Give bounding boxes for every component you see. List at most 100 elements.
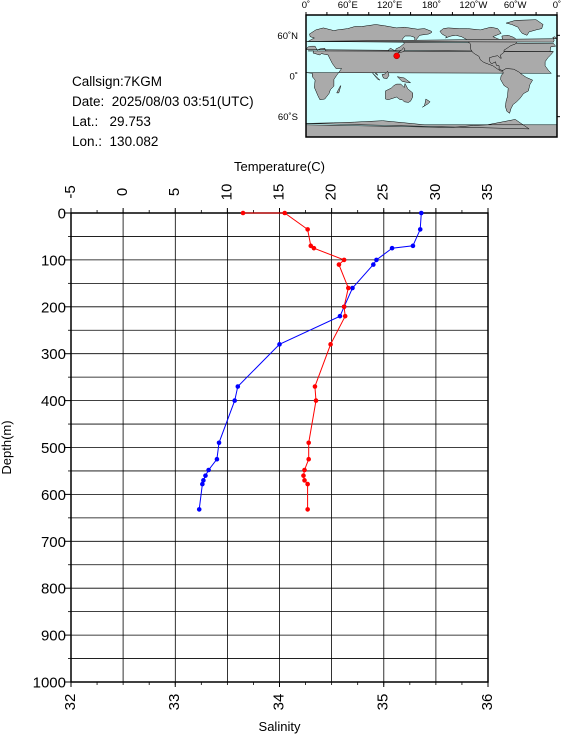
salinity-data-point: [341, 257, 347, 263]
map-landmass: [372, 72, 381, 81]
temperature-tick-label: 30: [427, 184, 444, 201]
salinity-tick-label: 33: [166, 694, 183, 711]
temperature-profile-line: [198, 212, 422, 510]
map-landmass: [422, 98, 431, 108]
map-lat-label: 60˚N: [277, 31, 298, 42]
depth-tick-label: 900: [41, 628, 66, 645]
world-map: 0˚ 60˚E 120˚E 180˚ 120˚W 60˚W 0˚ 60˚N 0˚ 60˚S: [277, 0, 561, 138]
salinity-data-point: [308, 243, 314, 249]
temperature-data-point: [389, 245, 395, 251]
date-label: Date:: [72, 94, 105, 109]
depth-tick-label: 800: [41, 581, 66, 598]
salinity-data-point: [313, 398, 319, 403]
salinity-profile-line: [243, 212, 349, 510]
temperature-data-point: [200, 481, 205, 487]
map-landmass: [305, 50, 555, 100]
salinity-data-point: [305, 227, 310, 232]
salinity-data-point: [306, 440, 311, 446]
depth-tick-label: 1000: [33, 675, 66, 692]
map-landmass: [505, 19, 544, 36]
callsign-value: 7KGM: [123, 74, 163, 89]
map-lon-label: 0˚: [553, 0, 561, 11]
depth-tick-label: 200: [41, 299, 66, 316]
temperature-data-point: [206, 467, 211, 473]
depth-tick-label: 400: [41, 393, 66, 410]
salinity-data-point: [240, 210, 246, 216]
map-lon-label: 120˚E: [377, 0, 402, 11]
depth-tick-label: 600: [41, 487, 66, 504]
temperature-data-point: [201, 478, 206, 483]
temperature-tick-label: 35: [479, 184, 496, 201]
temperature-data-point: [417, 227, 423, 232]
map-lat-label: 0˚: [290, 72, 298, 83]
depth-tick-label: 500: [41, 440, 66, 457]
temperature-data-point: [216, 440, 222, 446]
temperature-data-point: [235, 384, 241, 389]
station-info: Callsign:7KGM Date: 2025/08/03 03:51(UTC…: [72, 72, 254, 152]
salinity-data-point: [302, 478, 307, 483]
depth-tick-label: 0: [58, 206, 66, 223]
callsign-line: Callsign:7KGM: [72, 72, 254, 92]
salinity-tick-label: 34: [270, 694, 287, 711]
temperature-data-point: [371, 262, 376, 267]
salinity-data-point: [311, 245, 317, 251]
temperature-tick-label: 10: [218, 184, 235, 201]
temperature-tick-label: 25: [375, 184, 392, 201]
lat-label: Lat.:: [72, 114, 99, 129]
salinity-data-point: [305, 481, 310, 487]
salinity-data-point: [312, 384, 318, 389]
map-lat-label: 60˚S: [278, 112, 298, 123]
salinity-tick-label: 36: [479, 694, 496, 711]
depth-axis-title: Depth(m): [0, 420, 14, 474]
callsign-label: Callsign:: [72, 74, 124, 89]
temperature-data-point: [374, 257, 379, 263]
map-landmass: [500, 68, 533, 114]
salinity-data-point: [342, 313, 348, 319]
temperature-tick-label: 5: [166, 188, 183, 196]
date-value: 2025/08/03 03:51(UTC): [111, 94, 254, 109]
temperature-data-point: [232, 398, 237, 403]
salinity-data-point: [301, 473, 306, 478]
temperature-data-point: [418, 210, 424, 216]
salinity-data-point: [305, 507, 310, 512]
depth-tick-label: 700: [41, 534, 66, 551]
map-lon-label: 120˚W: [459, 0, 487, 11]
salinity-data-point: [336, 262, 342, 267]
temperature-tick-label: 0: [114, 188, 131, 196]
temperature-data-point: [410, 243, 416, 249]
map-lon-label: 60˚E: [338, 0, 358, 11]
salinity-tick-label: 32: [62, 694, 79, 711]
station-marker: [393, 52, 400, 60]
salinity-data-point: [341, 304, 347, 310]
salinity-data-point: [302, 467, 307, 473]
temperature-data-point: [277, 342, 282, 347]
temperature-tick-label: 20: [323, 184, 340, 201]
salinity-tick-label: 35: [375, 694, 392, 711]
temperature-tick-label: -5: [62, 185, 79, 198]
salinity-data-point: [346, 285, 351, 291]
map-lon-label: 60˚W: [504, 0, 527, 11]
lat-line: Lat.: 29.753: [72, 112, 254, 132]
map-landmass: [439, 26, 519, 72]
temperature-data-point: [196, 507, 202, 512]
salinity-data-point: [306, 456, 311, 462]
salinity-data-point: [282, 210, 288, 216]
depth-tick-label: 100: [41, 252, 66, 269]
map-landmass: [305, 119, 558, 138]
map-landmass: [396, 76, 412, 84]
temperature-data-point: [214, 456, 220, 462]
map-landmass: [385, 82, 413, 103]
lon-value: 130.082: [109, 134, 159, 149]
lat-value: 29.753: [109, 114, 151, 129]
lon-label: Lon.:: [72, 134, 103, 149]
depth-tick-label: 300: [41, 346, 66, 363]
map-lon-label: 0˚: [302, 0, 310, 11]
lon-line: Lon.: 130.082: [72, 132, 254, 152]
date-line: Date: 2025/08/03 03:51(UTC): [72, 92, 254, 112]
salinity-data-point: [328, 342, 333, 347]
temperature-data-point: [350, 285, 355, 291]
temperature-tick-label: 15: [270, 184, 287, 201]
map-landmass: [396, 47, 406, 56]
temperature-axis-title: Temperature(C): [234, 159, 325, 174]
